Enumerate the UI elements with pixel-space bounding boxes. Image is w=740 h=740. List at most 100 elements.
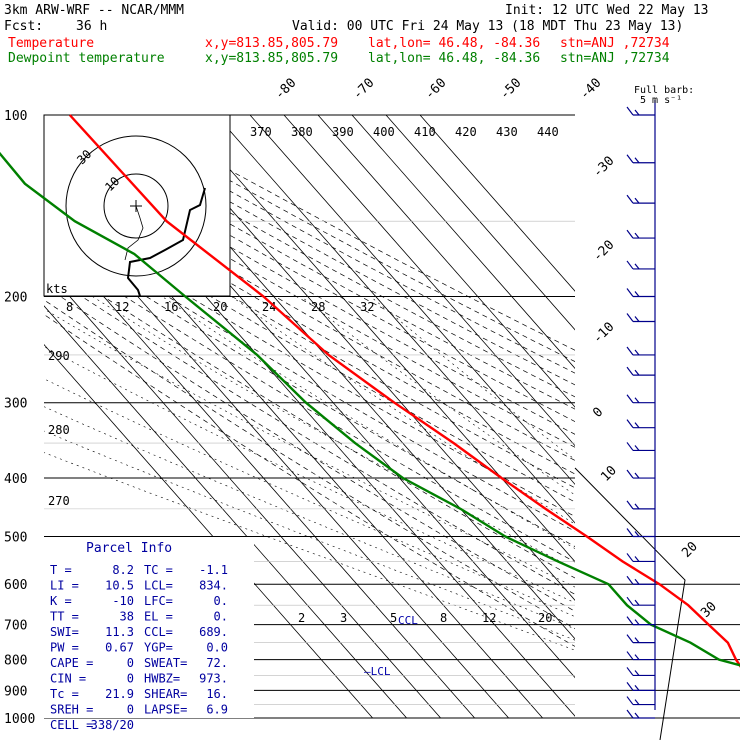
mixing-ratio-label: 5 bbox=[390, 611, 397, 625]
parcel-row-value: 38 bbox=[120, 610, 134, 624]
temperature-profile bbox=[68, 114, 740, 668]
wind-barb bbox=[626, 500, 655, 510]
isotherm-tick-label: -10 bbox=[590, 320, 617, 347]
parcel-row-label: LFC= bbox=[144, 594, 173, 608]
temperature-xy: x,y=813.85,805.79 bbox=[205, 36, 339, 51]
isotherm-tick-label: 20 bbox=[679, 539, 701, 561]
wind-barb bbox=[626, 260, 655, 270]
isotherm-line bbox=[44, 343, 373, 718]
parcel-row-label: LAPSE= bbox=[144, 703, 187, 717]
parcel-row-label: SWEAT= bbox=[144, 656, 187, 670]
pressure-tick-label: 100 bbox=[4, 109, 27, 124]
wind-barb bbox=[626, 106, 655, 116]
parcel-row-label: LCL= bbox=[144, 579, 173, 593]
parcel-info-panel bbox=[44, 537, 254, 718]
dewpoint-xy: x,y=813.85,805.79 bbox=[205, 51, 339, 66]
parcel-row-value: 0. bbox=[214, 610, 228, 624]
lcl-marker: —LCL bbox=[364, 665, 391, 678]
moist-adiabat bbox=[161, 296, 575, 549]
isotherm-line bbox=[351, 115, 575, 370]
parcel-row-value: 0 bbox=[127, 703, 134, 717]
moist-adiabat bbox=[44, 346, 575, 604]
barb-legend-line2: 5 m s⁻¹ bbox=[640, 95, 682, 106]
pressure-tick-label: 400 bbox=[4, 472, 27, 487]
temperature-station: stn=ANJ ,72734 bbox=[560, 36, 670, 51]
parcel-row-value: 21.9 bbox=[105, 687, 134, 701]
wind-barb bbox=[626, 346, 655, 356]
forecast-hours: 36 h bbox=[76, 19, 108, 34]
isotherm-tick-label: -70 bbox=[350, 76, 377, 103]
wind-barb bbox=[626, 154, 655, 164]
dewpoint-station: stn=ANJ ,72734 bbox=[560, 51, 670, 66]
parcel-row-value: 0. bbox=[214, 594, 228, 608]
valid-time: Valid: 00 UTC Fri 24 May 13 (18 MDT Thu … bbox=[292, 19, 684, 34]
isotherm-line bbox=[215, 115, 575, 524]
pressure-tick-label: 200 bbox=[4, 291, 27, 306]
parcel-row-label: SHEAR= bbox=[144, 687, 187, 701]
theta-label: 400 bbox=[373, 125, 395, 139]
wind-barb bbox=[626, 651, 655, 661]
parcel-row-value: 0 bbox=[127, 672, 134, 686]
parcel-row-label: YGP= bbox=[144, 641, 173, 655]
wind-barb bbox=[626, 229, 655, 239]
theta-label: 430 bbox=[496, 125, 518, 139]
pressure-tick-label: 900 bbox=[4, 684, 27, 699]
parcel-row-label: LI = bbox=[50, 579, 79, 593]
wind-barb bbox=[626, 394, 655, 404]
theta-label: 380 bbox=[291, 125, 313, 139]
parcel-row-label: CELL = bbox=[50, 718, 93, 732]
wind-barb bbox=[626, 528, 655, 538]
parcel-row-value: 0.67 bbox=[105, 641, 134, 655]
isotherm-tick-label: -50 bbox=[497, 76, 524, 103]
theta-label: 410 bbox=[414, 125, 436, 139]
wind-barb bbox=[626, 313, 655, 323]
model-title: 3km ARW-WRF -- NCAR/MMM bbox=[4, 3, 185, 18]
hodograph-trace bbox=[126, 187, 206, 297]
isotherm-line bbox=[44, 305, 407, 718]
wind-barb bbox=[626, 366, 655, 376]
theta-label: 390 bbox=[332, 125, 354, 139]
hodograph-scale-label: 28 bbox=[311, 300, 325, 314]
isotherm-line bbox=[283, 115, 575, 447]
pressure-tick-label: 500 bbox=[4, 530, 27, 545]
pressure-tick-label: 600 bbox=[4, 578, 27, 593]
parcel-row-label: K = bbox=[50, 594, 72, 608]
wind-barb bbox=[626, 419, 655, 429]
parcel-row-value: 8.2 bbox=[112, 563, 134, 577]
hodograph-scale-label: 12 bbox=[115, 300, 129, 314]
wind-barb bbox=[626, 288, 655, 298]
parcel-row-label: CAPE = bbox=[50, 656, 93, 670]
wind-barb bbox=[626, 553, 655, 563]
parcel-row-label: SREH = bbox=[50, 703, 93, 717]
theta-label: 370 bbox=[250, 125, 272, 139]
mixing-ratio-label: 3 bbox=[340, 611, 347, 625]
parcel-row-value: 834. bbox=[199, 579, 228, 593]
isotherm-tick-label: -40 bbox=[577, 76, 604, 103]
wind-barb bbox=[626, 442, 655, 452]
isotherm-line bbox=[317, 115, 575, 408]
isotherm-line bbox=[44, 266, 441, 718]
parcel-row-label: T = bbox=[50, 563, 72, 577]
forecast-label: Fcst: bbox=[4, 19, 44, 34]
hodograph-scale-label: 16 bbox=[164, 300, 178, 314]
parcel-row-label: TT = bbox=[50, 610, 79, 624]
hodograph-kts-label: kts bbox=[46, 282, 68, 296]
theta-label: 440 bbox=[537, 125, 559, 139]
parcel-row-value: 0 bbox=[127, 656, 134, 670]
temperature-legend: Temperature bbox=[8, 36, 95, 51]
isotherm-tick-label: -60 bbox=[422, 76, 449, 103]
isotherm-tick-label: -30 bbox=[590, 154, 617, 181]
isotherm-tick-label: -80 bbox=[272, 76, 299, 103]
side-theta-label: 270 bbox=[48, 494, 70, 508]
parcel-row-value: 973. bbox=[199, 672, 228, 686]
parcel-row-value: -1.1 bbox=[199, 563, 228, 577]
parcel-row-label: PW = bbox=[50, 641, 79, 655]
wind-barb bbox=[626, 596, 655, 606]
parcel-row-label: HWBZ= bbox=[144, 672, 180, 686]
isotherm-tick-label: 0 bbox=[590, 405, 606, 421]
wind-barb bbox=[626, 575, 655, 585]
parcel-row-label: Tc = bbox=[50, 687, 79, 701]
hodograph-scale-label: 20 bbox=[213, 300, 227, 314]
parcel-row-label: CCL= bbox=[144, 625, 173, 639]
mixing-ratio-label: 12 bbox=[482, 611, 496, 625]
